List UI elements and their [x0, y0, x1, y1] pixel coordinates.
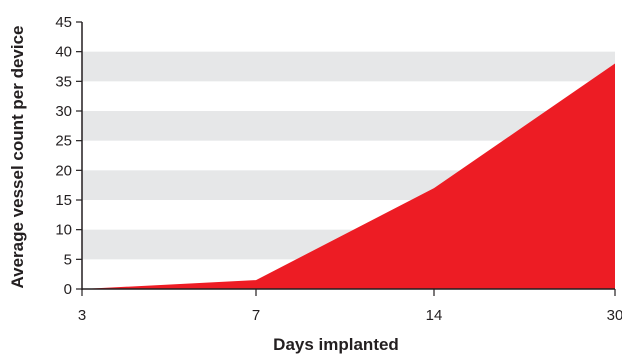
x-tick-label: 14	[426, 307, 443, 324]
area-fill	[82, 63, 615, 290]
x-tick-labels: 3 7 14 30	[78, 307, 622, 324]
x-tick-label: 3	[78, 307, 86, 324]
x-tick-label: 30	[607, 307, 622, 324]
y-tick-label: 0	[64, 281, 72, 298]
y-tick-label: 25	[55, 133, 72, 150]
y-tick-label: 40	[55, 44, 72, 61]
y-tick-label: 20	[55, 162, 72, 179]
y-tick-label: 30	[55, 103, 72, 120]
y-tick-label: 35	[55, 73, 72, 90]
y-tick-label: 15	[55, 192, 72, 209]
y-tick-label: 10	[55, 222, 72, 239]
y-tick-label: 5	[64, 251, 72, 268]
y-tick-label: 45	[55, 14, 72, 31]
axes	[76, 21, 616, 296]
x-tick-label: 7	[252, 307, 260, 324]
grid-band	[82, 51, 615, 82]
x-axis-title: Days implanted	[273, 335, 399, 354]
y-axis-title: Average vessel count per device	[8, 25, 27, 288]
area-series	[82, 63, 615, 290]
y-tick-labels: 0 5 10 15 20 25 30 35 40 45	[55, 14, 72, 298]
